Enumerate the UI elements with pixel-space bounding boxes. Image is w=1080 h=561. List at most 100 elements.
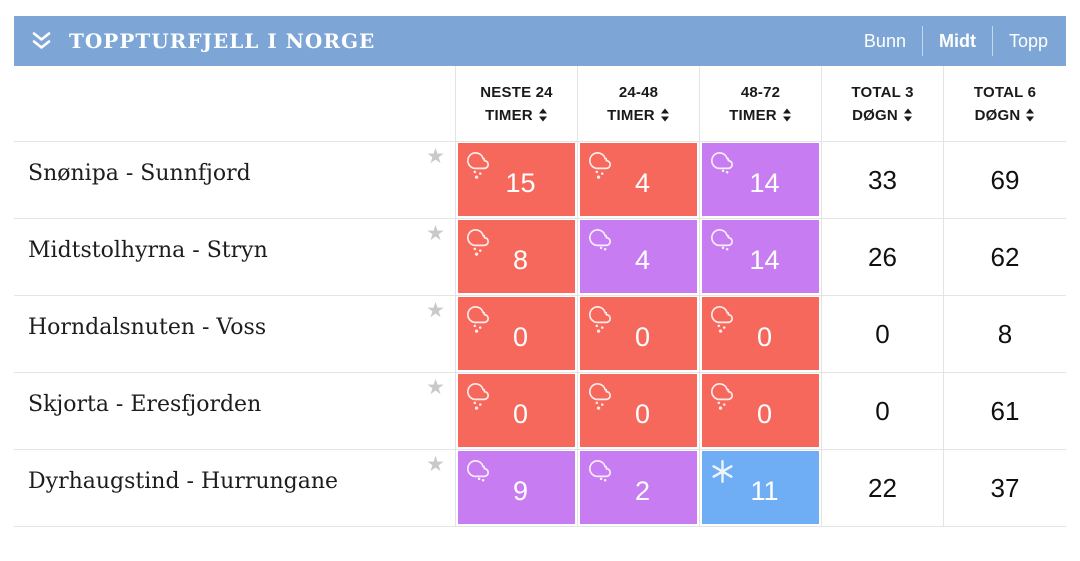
column-header-line1: TOTAL 3 (851, 83, 914, 101)
total-6-cell: 62 (943, 219, 1066, 296)
elevation-option-midt[interactable]: Midt (938, 30, 976, 51)
column-header-line2: TIMER (729, 106, 777, 124)
forecast-cell: 0 (455, 296, 577, 373)
sleet-icon (588, 226, 613, 257)
table-row-name: Dyrhaugstind - Hurrungane ★ (14, 450, 455, 527)
rain-icon (466, 303, 491, 334)
mountain-name-link[interactable]: Dyrhaugstind - Hurrungane (28, 468, 339, 494)
column-header-line1: 48-72 (740, 83, 781, 101)
total-3-cell: 22 (821, 450, 943, 527)
table-row-name: Snønipa - Sunnfjord ★ (14, 142, 455, 219)
total-6-value: 8 (997, 318, 1013, 349)
column-header-total-6-dogn[interactable]: TOTAL 6 DØGN (943, 66, 1066, 142)
total-6-value: 37 (990, 472, 1020, 503)
column-header-line2: DØGN (974, 106, 1021, 124)
sleet-icon (588, 457, 613, 488)
total-3-cell: 33 (821, 142, 943, 219)
column-header-line2: TIMER (607, 106, 655, 124)
forecast-table: NESTE 24 TIMER 24-48 TIMER 48-72 TIMER T… (14, 66, 1066, 527)
column-header-48-72-timer[interactable]: 48-72 TIMER (699, 66, 821, 142)
rain-icon (588, 303, 613, 334)
forecast-cell: 14 (699, 142, 821, 219)
column-header-line1: TOTAL 6 (973, 83, 1037, 101)
favorite-star-icon[interactable]: ★ (426, 145, 445, 168)
column-header-total-3-dogn[interactable]: TOTAL 3 DØGN (821, 66, 943, 142)
precip-value: 0 (756, 399, 773, 429)
forecast-cell: 0 (577, 296, 699, 373)
column-header-24-48-timer[interactable]: 24-48 TIMER (577, 66, 699, 142)
precip-value: 4 (634, 168, 651, 198)
total-6-cell: 8 (943, 296, 1066, 373)
column-header-neste-24-timer[interactable]: NESTE 24 TIMER (455, 66, 577, 142)
forecast-cell: 8 (455, 219, 577, 296)
precip-value: 0 (756, 322, 773, 352)
sort-icon (538, 108, 548, 122)
divider (991, 26, 993, 56)
total-3-value: 0 (875, 318, 890, 349)
forecast-cell: 0 (577, 373, 699, 450)
rain-icon (588, 380, 613, 411)
rain-icon (466, 226, 491, 257)
precip-value: 14 (749, 168, 780, 198)
total-3-cell: 0 (821, 296, 943, 373)
panel-title: TOPPTURFJELL I NORGE (69, 29, 376, 53)
rain-icon (710, 380, 735, 411)
total-3-cell: 26 (821, 219, 943, 296)
table-row-name: Skjorta - Eresfjorden ★ (14, 373, 455, 450)
favorite-star-icon[interactable]: ★ (426, 222, 445, 245)
precip-value: 0 (512, 322, 529, 352)
total-3-value: 22 (868, 472, 897, 503)
precip-value: 15 (505, 168, 536, 198)
precip-value: 11 (750, 476, 779, 506)
sort-icon (660, 108, 670, 122)
total-3-value: 0 (875, 395, 890, 426)
mountain-name-link[interactable]: Midtstolhyrna - Stryn (28, 237, 268, 263)
sleet-icon (710, 149, 735, 180)
table-row-name: Midtstolhyrna - Stryn ★ (14, 219, 455, 296)
total-3-cell: 0 (821, 373, 943, 450)
elevation-option-bunn[interactable]: Bunn (863, 30, 906, 51)
total-6-cell: 69 (943, 142, 1066, 219)
elevation-option-topp[interactable]: Topp (1008, 30, 1048, 51)
total-6-cell: 37 (943, 450, 1066, 527)
mountain-name-link[interactable]: Horndalsnuten - Voss (28, 314, 267, 340)
total-6-value: 62 (990, 241, 1020, 272)
favorite-star-icon[interactable]: ★ (426, 453, 445, 476)
precip-value: 9 (512, 476, 529, 506)
forecast-cell: 14 (699, 219, 821, 296)
forecast-cell: 11 (699, 450, 821, 527)
forecast-cell: 0 (699, 373, 821, 450)
sleet-icon (710, 226, 735, 257)
precip-value: 0 (512, 399, 529, 429)
sort-icon (782, 108, 792, 122)
total-3-value: 26 (868, 241, 897, 272)
precip-value: 14 (749, 245, 780, 275)
elevation-toggle: Bunn Midt Topp (862, 26, 1050, 56)
favorite-star-icon[interactable]: ★ (426, 299, 445, 322)
rain-icon (588, 149, 613, 180)
precip-value: 4 (634, 245, 651, 275)
forecast-cell: 2 (577, 450, 699, 527)
forecast-cell: 15 (455, 142, 577, 219)
forecast-cell: 0 (455, 373, 577, 450)
rain-icon (466, 380, 491, 411)
forecast-cell: 0 (699, 296, 821, 373)
favorite-star-icon[interactable]: ★ (426, 376, 445, 399)
column-header-line1: 24-48 (618, 83, 659, 101)
column-header-line2: DØGN (852, 106, 898, 124)
total-6-cell: 61 (943, 373, 1066, 450)
total-6-value: 69 (990, 164, 1020, 195)
snowflake-icon (710, 457, 735, 486)
divider (921, 26, 923, 56)
sort-icon (1025, 108, 1035, 122)
mountain-name-link[interactable]: Skjorta - Eresfjorden (28, 391, 262, 417)
rain-icon (466, 149, 491, 180)
collapse-panel-button[interactable] (30, 30, 53, 52)
precip-value: 8 (512, 245, 529, 275)
rain-icon (710, 303, 735, 334)
forecast-cell: 4 (577, 219, 699, 296)
precip-value: 0 (634, 399, 651, 429)
forecast-cell: 9 (455, 450, 577, 527)
mountain-name-link[interactable]: Snønipa - Sunnfjord (28, 160, 251, 186)
table-row-name: Horndalsnuten - Voss ★ (14, 296, 455, 373)
